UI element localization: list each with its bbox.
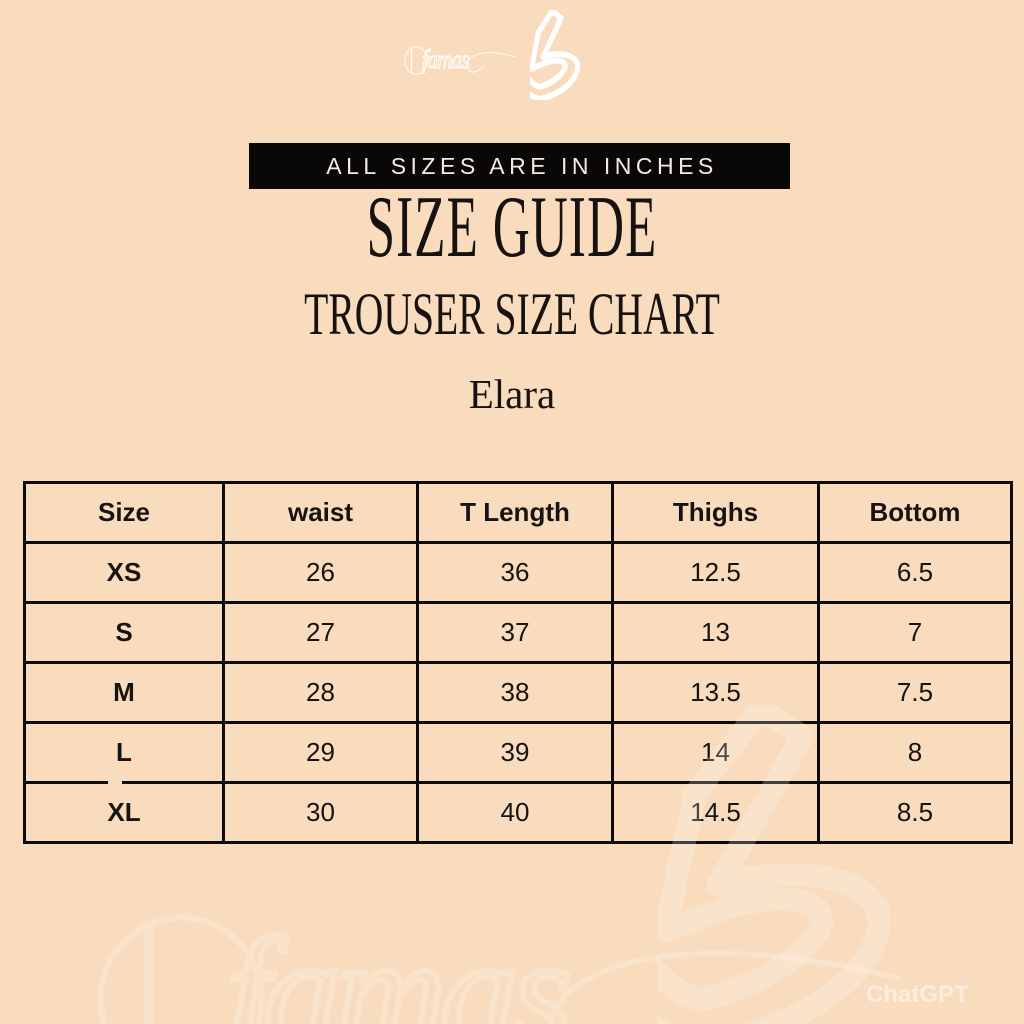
- svg-text:famas: famas: [422, 46, 469, 74]
- svg-text:famas: famas: [226, 906, 568, 1024]
